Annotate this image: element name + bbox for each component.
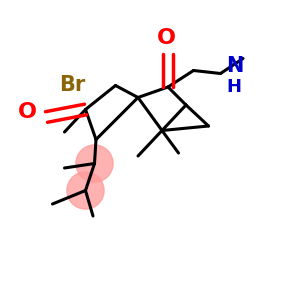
Text: N: N [226, 56, 244, 76]
Text: O: O [157, 28, 176, 47]
Circle shape [67, 172, 104, 209]
Text: O: O [17, 103, 37, 122]
Text: H: H [226, 78, 242, 96]
Circle shape [76, 145, 113, 182]
Text: Br: Br [59, 76, 85, 95]
